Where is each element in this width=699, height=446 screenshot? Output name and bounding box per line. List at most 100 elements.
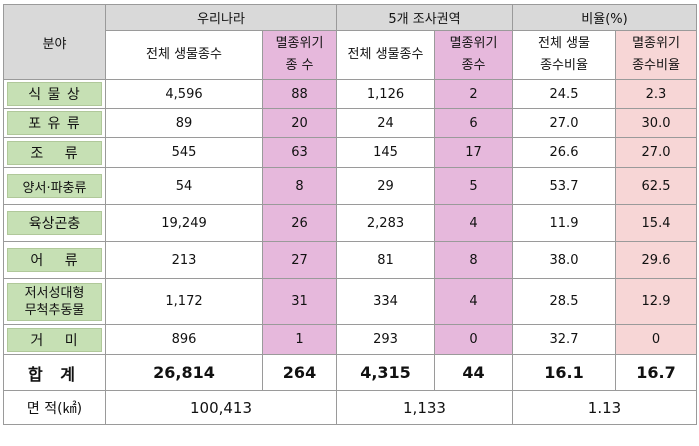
survey-total-cell: 334	[336, 278, 435, 325]
survey-endangered-cell: 0	[434, 324, 513, 355]
category-label: 양서·파충류	[7, 174, 102, 198]
category-cell: 조 류	[3, 137, 106, 168]
ratio-endangered-cell: 29.6	[614, 241, 698, 279]
header-ratio: 비율(%)	[511, 4, 698, 31]
korea-total-cell: 1,172	[105, 278, 263, 325]
survey-total-cell: 24	[336, 108, 435, 138]
area-korea: 100,413	[105, 390, 337, 425]
ratio-endangered-cell: 62.5	[614, 167, 698, 205]
korea-endangered-cell: 8	[262, 167, 337, 205]
total-survey-total: 4,315	[336, 354, 435, 391]
korea-endangered-cell: 88	[262, 79, 337, 109]
table-row: 육상곤충 19,249 26 2,283 4 11.9 15.4	[3, 204, 698, 242]
subheader-line: 멸종위기	[449, 36, 498, 51]
survey-total-cell: 81	[336, 241, 435, 279]
korea-total-cell: 19,249	[105, 204, 263, 242]
ratio-total-cell: 24.5	[512, 79, 616, 109]
ratio-endangered-cell: 0	[614, 324, 698, 355]
category-label: 육상곤충	[7, 211, 102, 235]
area-ratio: 1.13	[511, 390, 698, 425]
korea-endangered-cell: 1	[262, 324, 337, 355]
subheader-ratio-total: 전체 생물 종수비율	[512, 30, 616, 80]
survey-total-cell: 29	[336, 167, 435, 205]
korea-total-cell: 213	[105, 241, 263, 279]
table-row: 포 유 류 89 20 24 6 27.0 30.0	[3, 108, 698, 138]
category-label: 조 류	[7, 140, 102, 165]
ratio-total-cell: 26.6	[512, 137, 616, 168]
table-row: 어 류 213 27 81 8 38.0 29.6	[3, 241, 698, 279]
category-cell: 포 유 류	[3, 108, 106, 138]
table-row: 저서성대형 무척추동물 1,172 31 334 4 28.5 12.9	[3, 278, 698, 325]
ratio-total-cell: 32.7	[512, 324, 616, 355]
species-comparison-table: 분야 우리나라 5개 조사권역 비율(%) 전체 생물종수 멸종위기 종 수 전…	[3, 4, 698, 425]
korea-endangered-cell: 63	[262, 137, 337, 168]
survey-endangered-cell: 8	[434, 241, 513, 279]
category-label-line: 무척추동물	[24, 302, 85, 318]
header-survey: 5개 조사권역	[336, 4, 513, 31]
subheader-line: 종수	[461, 58, 486, 73]
total-ratio-endangered: 16.7	[614, 354, 698, 391]
ratio-total-cell: 38.0	[512, 241, 616, 279]
ratio-total-cell: 27.0	[512, 108, 616, 138]
total-row: 합 계 26,814 264 4,315 44 16.1 16.7	[3, 354, 698, 391]
survey-total-cell: 2,283	[336, 204, 435, 242]
survey-endangered-cell: 6	[434, 108, 513, 138]
table-row: 양서·파충류 54 8 29 5 53.7 62.5	[3, 167, 698, 205]
category-label: 저서성대형 무척추동물	[7, 282, 102, 321]
header-korea: 우리나라	[105, 4, 337, 31]
survey-endangered-cell: 4	[434, 204, 513, 242]
subheader-line: 멸종위기	[275, 36, 324, 51]
total-korea-endangered: 264	[262, 354, 337, 391]
korea-total-cell: 54	[105, 167, 263, 205]
survey-total-cell: 1,126	[336, 79, 435, 109]
category-cell: 식 물 상	[3, 79, 106, 109]
table-row: 조 류 545 63 145 17 26.6 27.0	[3, 137, 698, 168]
category-label: 포 유 류	[7, 111, 102, 135]
subheader-survey-endangered: 멸종위기 종수	[434, 30, 513, 80]
subheader-korea-total: 전체 생물종수	[105, 30, 263, 80]
total-korea-total: 26,814	[105, 354, 263, 391]
category-label-line: 저서성대형	[24, 285, 85, 301]
total-survey-endangered: 44	[434, 354, 513, 391]
total-label: 합 계	[3, 354, 106, 391]
category-label: 식 물 상	[7, 82, 102, 106]
survey-endangered-cell: 5	[434, 167, 513, 205]
total-ratio-total: 16.1	[512, 354, 616, 391]
subheader-survey-total: 전체 생물종수	[336, 30, 435, 80]
category-cell: 육상곤충	[3, 204, 106, 242]
subheader-korea-endangered: 멸종위기 종 수	[262, 30, 337, 80]
area-survey: 1,133	[336, 390, 513, 425]
table-row: 거 미 896 1 293 0 32.7 0	[3, 324, 698, 355]
korea-total-cell: 545	[105, 137, 263, 168]
subheader-line: 종수비율	[540, 58, 588, 73]
area-row: 면 적(㎢) 100,413 1,133 1.13	[3, 390, 698, 425]
subheader-line: 종 수	[285, 58, 314, 73]
subheader-line: 전체 생물	[538, 36, 590, 51]
korea-total-cell: 896	[105, 324, 263, 355]
category-label: 거 미	[7, 327, 102, 352]
category-cell: 거 미	[3, 324, 106, 355]
ratio-total-cell: 28.5	[512, 278, 616, 325]
subheader-ratio-endangered: 멸종위기 종수비율	[614, 30, 698, 80]
ratio-total-cell: 11.9	[512, 204, 616, 242]
category-label: 어 류	[7, 248, 102, 272]
survey-total-cell: 293	[336, 324, 435, 355]
survey-endangered-cell: 4	[434, 278, 513, 325]
header-field: 분야	[3, 4, 106, 80]
area-label: 면 적(㎢)	[3, 390, 106, 425]
korea-total-cell: 89	[105, 108, 263, 138]
category-cell: 저서성대형 무척추동물	[3, 278, 106, 325]
korea-endangered-cell: 31	[262, 278, 337, 325]
korea-endangered-cell: 27	[262, 241, 337, 279]
ratio-endangered-cell: 30.0	[614, 108, 698, 138]
category-cell: 양서·파충류	[3, 167, 106, 205]
survey-endangered-cell: 17	[434, 137, 513, 168]
survey-endangered-cell: 2	[434, 79, 513, 109]
ratio-endangered-cell: 27.0	[614, 137, 698, 168]
korea-endangered-cell: 20	[262, 108, 337, 138]
survey-total-cell: 145	[336, 137, 435, 168]
table-row: 식 물 상 4,596 88 1,126 2 24.5 2.3	[3, 79, 698, 109]
ratio-endangered-cell: 12.9	[614, 278, 698, 325]
subheader-line: 멸종위기	[632, 36, 680, 51]
ratio-endangered-cell: 2.3	[614, 79, 698, 109]
